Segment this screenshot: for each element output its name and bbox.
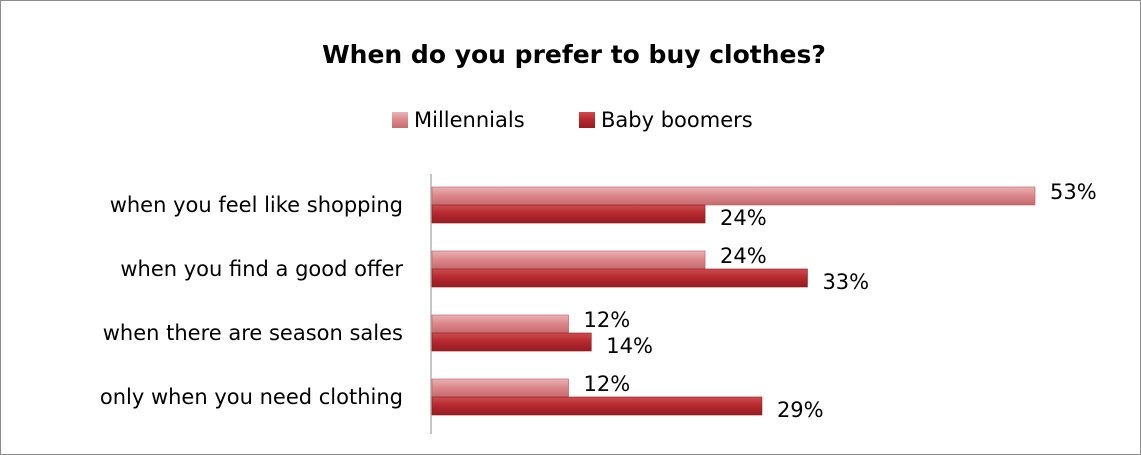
bar-baby-boomers-when-you-find-a-good-offer (431, 268, 808, 288)
legend-label-millennials: Millennials (414, 108, 525, 132)
data-label-millennials-when-you-find-a-good-offer: 24% (720, 244, 767, 268)
category-label-when-you-find-a-good-offer: when you find a good offer (120, 257, 403, 281)
category-label-when-there-are-season-sales: when there are season sales (103, 321, 403, 345)
data-label-millennials-only-when-you-need-clothing: 12% (584, 372, 631, 396)
legend-swatch-millennials (392, 112, 408, 128)
bar-millennials-when-there-are-season-sales (431, 314, 569, 334)
data-label-baby-boomers-when-you-feel-like-shopping: 24% (720, 206, 767, 230)
bar-baby-boomers-when-there-are-season-sales (431, 332, 592, 352)
chart-title: When do you prefer to buy clothes? (322, 40, 826, 69)
bar-baby-boomers-when-you-feel-like-shopping (431, 204, 706, 224)
bar-millennials-when-you-find-a-good-offer (431, 250, 706, 270)
bar-baby-boomers-only-when-you-need-clothing (431, 396, 763, 416)
data-label-baby-boomers-when-there-are-season-sales: 14% (606, 334, 653, 358)
legend: Millennials Baby boomers (392, 108, 753, 132)
chart-marks: when you feel like shopping 53% 24% when yo… (100, 180, 1097, 422)
data-label-millennials-when-there-are-season-sales: 12% (584, 308, 631, 332)
bar-millennials-only-when-you-need-clothing (431, 378, 569, 398)
data-label-baby-boomers-only-when-you-need-clothing: 29% (777, 398, 824, 422)
bar-millennials-when-you-feel-like-shopping (431, 186, 1036, 206)
data-label-baby-boomers-when-you-find-a-good-offer: 33% (822, 270, 869, 294)
legend-swatch-baby-boomers (579, 112, 595, 128)
category-label-when-you-feel-like-shopping: when you feel like shopping (110, 193, 403, 217)
data-label-millennials-when-you-feel-like-shopping: 53% (1050, 180, 1097, 204)
category-label-only-when-you-need-clothing: only when you need clothing (100, 385, 403, 409)
legend-label-baby-boomers: Baby boomers (601, 108, 753, 132)
